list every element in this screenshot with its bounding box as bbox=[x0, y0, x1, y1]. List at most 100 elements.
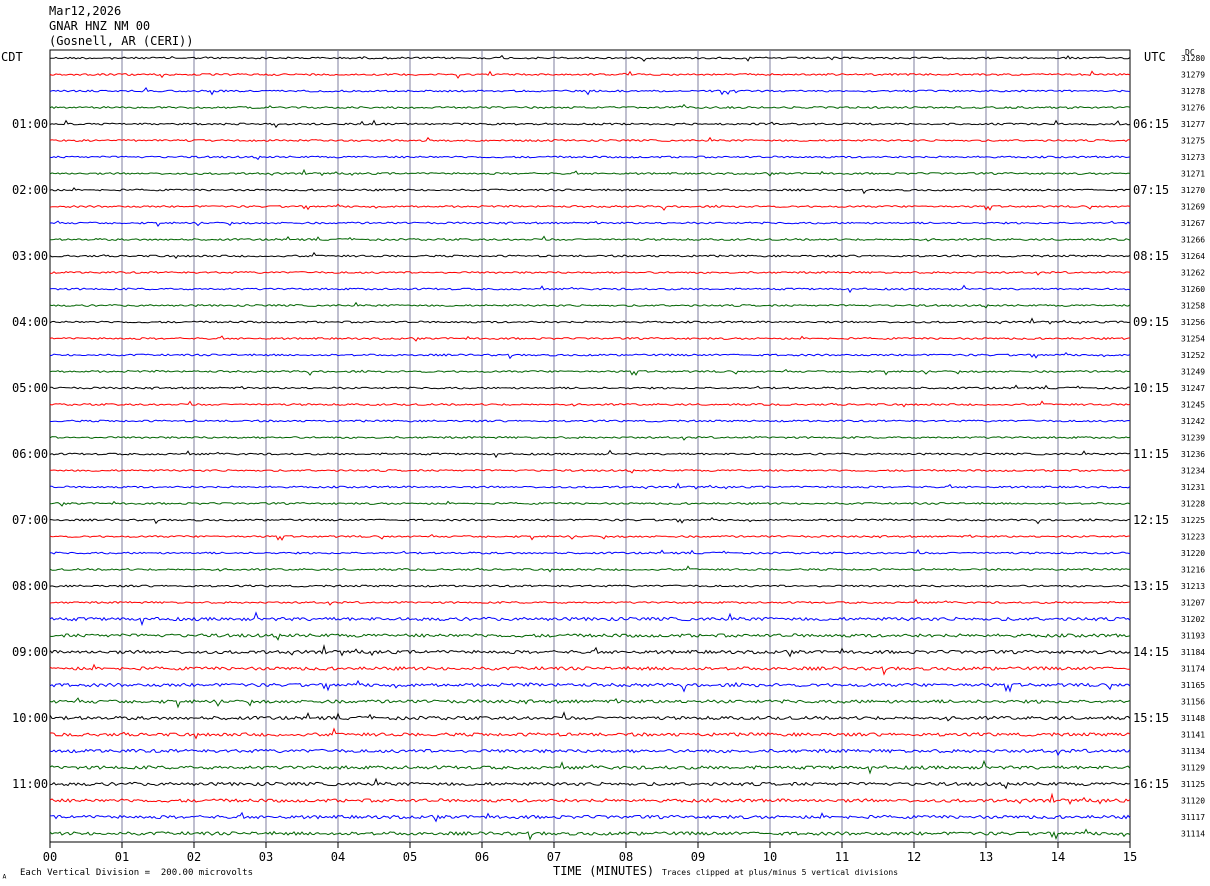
trace-row-43 bbox=[49, 748, 1131, 757]
station-label: GNAR HNZ NM 00 bbox=[49, 19, 151, 33]
trace-row-2 bbox=[49, 70, 1131, 79]
dc-label: DC bbox=[1185, 48, 1195, 57]
dc-value: 31279 bbox=[1181, 71, 1205, 80]
x-tick-label: 06 bbox=[475, 850, 489, 864]
cdt-hour-label: 06:00 bbox=[12, 447, 48, 461]
dc-value: 31266 bbox=[1181, 236, 1205, 245]
dc-value: 31256 bbox=[1181, 318, 1205, 327]
cdt-hour-label: 01:00 bbox=[12, 117, 48, 131]
trace-row-28 bbox=[49, 500, 1131, 507]
trace-row-36 bbox=[49, 633, 1131, 641]
dc-value: 31278 bbox=[1181, 87, 1205, 96]
trace-row-1 bbox=[49, 54, 1131, 62]
dc-value: 31273 bbox=[1181, 153, 1205, 162]
x-tick-label: 01 bbox=[115, 850, 129, 864]
trace-row-19 bbox=[49, 351, 1131, 360]
trace-row-3 bbox=[49, 87, 1131, 96]
dc-value: 31117 bbox=[1181, 813, 1205, 822]
trace-row-13 bbox=[49, 251, 1131, 260]
location-label: (Gosnell, AR (CERI)) bbox=[49, 34, 194, 48]
dc-value: 31223 bbox=[1181, 533, 1205, 542]
trace-row-25 bbox=[49, 449, 1131, 459]
x-tick-label: 04 bbox=[331, 850, 345, 864]
dc-value: 31216 bbox=[1181, 566, 1205, 575]
dc-value: 31254 bbox=[1181, 335, 1205, 344]
scale-note: Each Vertical Division = 200.00 microvol… bbox=[20, 868, 253, 878]
trace-row-8 bbox=[49, 168, 1131, 177]
trace-row-47 bbox=[49, 811, 1131, 823]
x-tick-label: 08 bbox=[619, 850, 633, 864]
dc-value: 31247 bbox=[1181, 384, 1205, 393]
trace-row-42 bbox=[49, 727, 1131, 740]
trace-row-10 bbox=[49, 203, 1131, 211]
cdt-hour-label: 07:00 bbox=[12, 513, 48, 527]
dc-value: 31213 bbox=[1181, 582, 1205, 591]
dc-value: 31114 bbox=[1181, 830, 1205, 839]
utc-hour-label: 12:15 bbox=[1133, 513, 1169, 527]
x-tick-label: 12 bbox=[907, 850, 921, 864]
dc-value: 31258 bbox=[1181, 302, 1205, 311]
dc-value: 31271 bbox=[1181, 170, 1205, 179]
trace-row-37 bbox=[49, 644, 1131, 658]
trace-row-4 bbox=[49, 103, 1131, 110]
utc-hour-label: 09:15 bbox=[1133, 315, 1169, 329]
x-tick-label: 10 bbox=[763, 850, 777, 864]
trace-row-22 bbox=[49, 400, 1131, 408]
utc-hour-label: 11:15 bbox=[1133, 447, 1169, 461]
dc-value: 31262 bbox=[1181, 269, 1205, 278]
dc-value: 31228 bbox=[1181, 500, 1205, 509]
trace-row-40 bbox=[49, 697, 1131, 709]
trace-row-12 bbox=[49, 235, 1131, 242]
trace-row-39 bbox=[49, 679, 1131, 693]
trace-row-32 bbox=[49, 565, 1131, 573]
trace-row-16 bbox=[49, 301, 1131, 309]
dc-value: 31148 bbox=[1181, 714, 1205, 723]
dc-value: 31280 bbox=[1181, 54, 1205, 63]
utc-hour-label: 07:15 bbox=[1133, 183, 1169, 197]
dc-value: 31202 bbox=[1181, 615, 1205, 624]
dc-value: 31141 bbox=[1181, 731, 1205, 740]
trace-row-34 bbox=[49, 598, 1131, 606]
dc-value: 31242 bbox=[1181, 417, 1205, 426]
clip-note: Traces clipped at plus/minus 5 vertical … bbox=[662, 868, 899, 877]
cdt-hour-label: 09:00 bbox=[12, 645, 48, 659]
cdt-hour-label: 03:00 bbox=[12, 249, 48, 263]
dc-value: 31174 bbox=[1181, 665, 1205, 674]
utc-hour-label: 10:15 bbox=[1133, 381, 1169, 395]
dc-value: 31269 bbox=[1181, 203, 1205, 212]
trace-row-48 bbox=[49, 828, 1131, 841]
cdt-hour-label: 10:00 bbox=[12, 711, 48, 725]
cdt-hour-label: 05:00 bbox=[12, 381, 48, 395]
dc-value: 31156 bbox=[1181, 698, 1205, 707]
x-tick-label: 15 bbox=[1123, 850, 1137, 864]
x-tick-label: 02 bbox=[187, 850, 201, 864]
trace-row-27 bbox=[49, 482, 1131, 490]
dc-value: 31125 bbox=[1181, 780, 1205, 789]
trace-row-35 bbox=[49, 611, 1131, 627]
cdt-label: CDT bbox=[1, 50, 23, 64]
dc-value: 31276 bbox=[1181, 104, 1205, 113]
trace-row-6 bbox=[49, 136, 1130, 143]
dc-value: 31270 bbox=[1181, 186, 1205, 195]
cdt-hour-label: 08:00 bbox=[12, 579, 48, 593]
trace-row-38 bbox=[49, 663, 1130, 676]
trace-row-5 bbox=[49, 119, 1131, 129]
trace-row-14 bbox=[49, 270, 1131, 276]
utc-hour-label: 14:15 bbox=[1133, 645, 1169, 659]
utc-hour-label: 15:15 bbox=[1133, 711, 1169, 725]
dc-value: 31193 bbox=[1181, 632, 1205, 641]
trace-row-29 bbox=[49, 516, 1131, 525]
utc-hour-label: 16:15 bbox=[1133, 777, 1169, 791]
dc-value: 31236 bbox=[1181, 450, 1205, 459]
dc-value: 31260 bbox=[1181, 285, 1205, 294]
trace-row-24 bbox=[49, 435, 1131, 441]
trace-row-15 bbox=[49, 284, 1131, 294]
trace-row-33 bbox=[49, 584, 1131, 588]
x-tick-label: 03 bbox=[259, 850, 273, 864]
trace-row-9 bbox=[49, 187, 1131, 195]
cdt-hour-label: 04:00 bbox=[12, 315, 48, 329]
dc-value: 31252 bbox=[1181, 351, 1205, 360]
cdt-hour-label: 02:00 bbox=[12, 183, 48, 197]
dc-value: 31267 bbox=[1181, 219, 1205, 228]
dc-value: 31275 bbox=[1181, 137, 1205, 146]
